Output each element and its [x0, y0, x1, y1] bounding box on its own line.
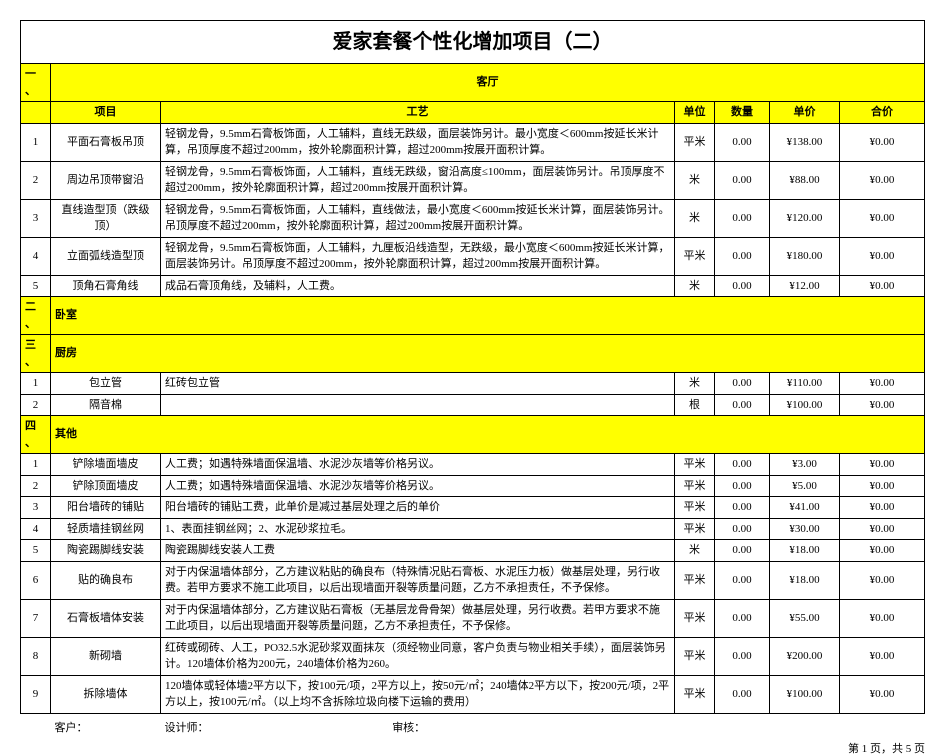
- col-unit: 单位: [674, 102, 714, 124]
- document-page: 爱家套餐个性化增加项目（二） 一、 客厅 项目 工艺 单位 数量 单价 合价 1…: [20, 20, 925, 738]
- page-title: 爱家套餐个性化增加项目（二）: [21, 21, 925, 64]
- main-table: 爱家套餐个性化增加项目（二） 一、 客厅 项目 工艺 单位 数量 单价 合价 1…: [20, 20, 925, 738]
- table-row: 3阳台墙砖的铺贴阳台墙砖的铺贴工费，此单价是减过基层处理之后的单价平米0.00¥…: [21, 497, 925, 519]
- table-row: 2隔音棉根0.00¥100.00¥0.00: [21, 394, 925, 416]
- col-price: 单价: [769, 102, 839, 124]
- section-other: 四、 其他: [21, 416, 925, 454]
- section-kitchen: 三、 厨房: [21, 335, 925, 373]
- sig-customer: 客户：: [51, 713, 161, 738]
- table-row: 9拆除墙体120墙体或轻体墙2平方以下，按100元/项，2平方以上，按50元/㎡…: [21, 675, 925, 713]
- table-row: 6贴的确良布对于内保温墙体部分，乙方建议粘贴的确良布（特殊情况贴石膏板、水泥压力…: [21, 561, 925, 599]
- signature-row: 客户： 设计师：审核：: [21, 713, 925, 738]
- col-total: 合价: [839, 102, 924, 124]
- page-number: 第 1 页，共 5 页: [20, 740, 925, 756]
- table-row: 5陶瓷踢脚线安装陶瓷踢脚线安装人工费米0.00¥18.00¥0.00: [21, 540, 925, 562]
- section-num: 一、: [21, 64, 51, 102]
- section-label: 卧室: [51, 297, 925, 335]
- section-num: 三、: [21, 335, 51, 373]
- table-row: 2周边吊顶带窗沿轻钢龙骨，9.5mm石膏板饰面，人工辅料，直线无跌级，窗沿高度≤…: [21, 161, 925, 199]
- sig-designer: 设计师：: [165, 720, 393, 737]
- table-row: 1铲除墙面墙皮人工费；如遇特殊墙面保温墙、水泥沙灰墙等价格另议。平米0.00¥3…: [21, 454, 925, 476]
- table-row: 4立面弧线造型顶轻钢龙骨，9.5mm石膏板饰面，人工辅料，九厘板沿线造型，无跌级…: [21, 237, 925, 275]
- section-bedroom: 二、 卧室: [21, 297, 925, 335]
- col-craft: 工艺: [161, 102, 675, 124]
- table-row: 1平面石膏板吊顶轻钢龙骨，9.5mm石膏板饰面，人工辅料，直线无跌级，面层装饰另…: [21, 123, 925, 161]
- table-row: 8新砌墙红砖或砌砖、人工，PO32.5水泥砂浆双面抹灰（须经物业同意，客户负责与…: [21, 637, 925, 675]
- table-row: 5顶角石膏角线成品石膏顶角线，及辅料，人工费。米0.00¥12.00¥0.00: [21, 275, 925, 297]
- col-qty: 数量: [714, 102, 769, 124]
- sig-review: 审核：: [392, 722, 425, 734]
- section-living: 一、 客厅: [21, 64, 925, 102]
- table-row: 1包立管红砖包立管米0.00¥110.00¥0.00: [21, 373, 925, 395]
- column-header: 项目 工艺 单位 数量 单价 合价: [21, 102, 925, 124]
- title-row: 爱家套餐个性化增加项目（二）: [21, 21, 925, 64]
- col-item: 项目: [51, 102, 161, 124]
- table-row: 3直线造型顶（跌级顶）轻钢龙骨，9.5mm石膏板饰面，人工辅料，直线做法，最小宽…: [21, 199, 925, 237]
- section-num: 四、: [21, 416, 51, 454]
- table-row: 2铲除顶面墙皮人工费；如遇特殊墙面保温墙、水泥沙灰墙等价格另议。平米0.00¥5…: [21, 475, 925, 497]
- section-label: 其他: [51, 416, 925, 454]
- section-num: 二、: [21, 297, 51, 335]
- table-row: 7石膏板墙体安装对于内保温墙体部分，乙方建议贴石膏板（无基层龙骨骨架）做基层处理…: [21, 599, 925, 637]
- section-label: 厨房: [51, 335, 925, 373]
- section-label: 客厅: [51, 64, 925, 102]
- table-row: 4轻质墙挂钢丝网1、表面挂钢丝网；2、水泥砂浆拉毛。平米0.00¥30.00¥0…: [21, 518, 925, 540]
